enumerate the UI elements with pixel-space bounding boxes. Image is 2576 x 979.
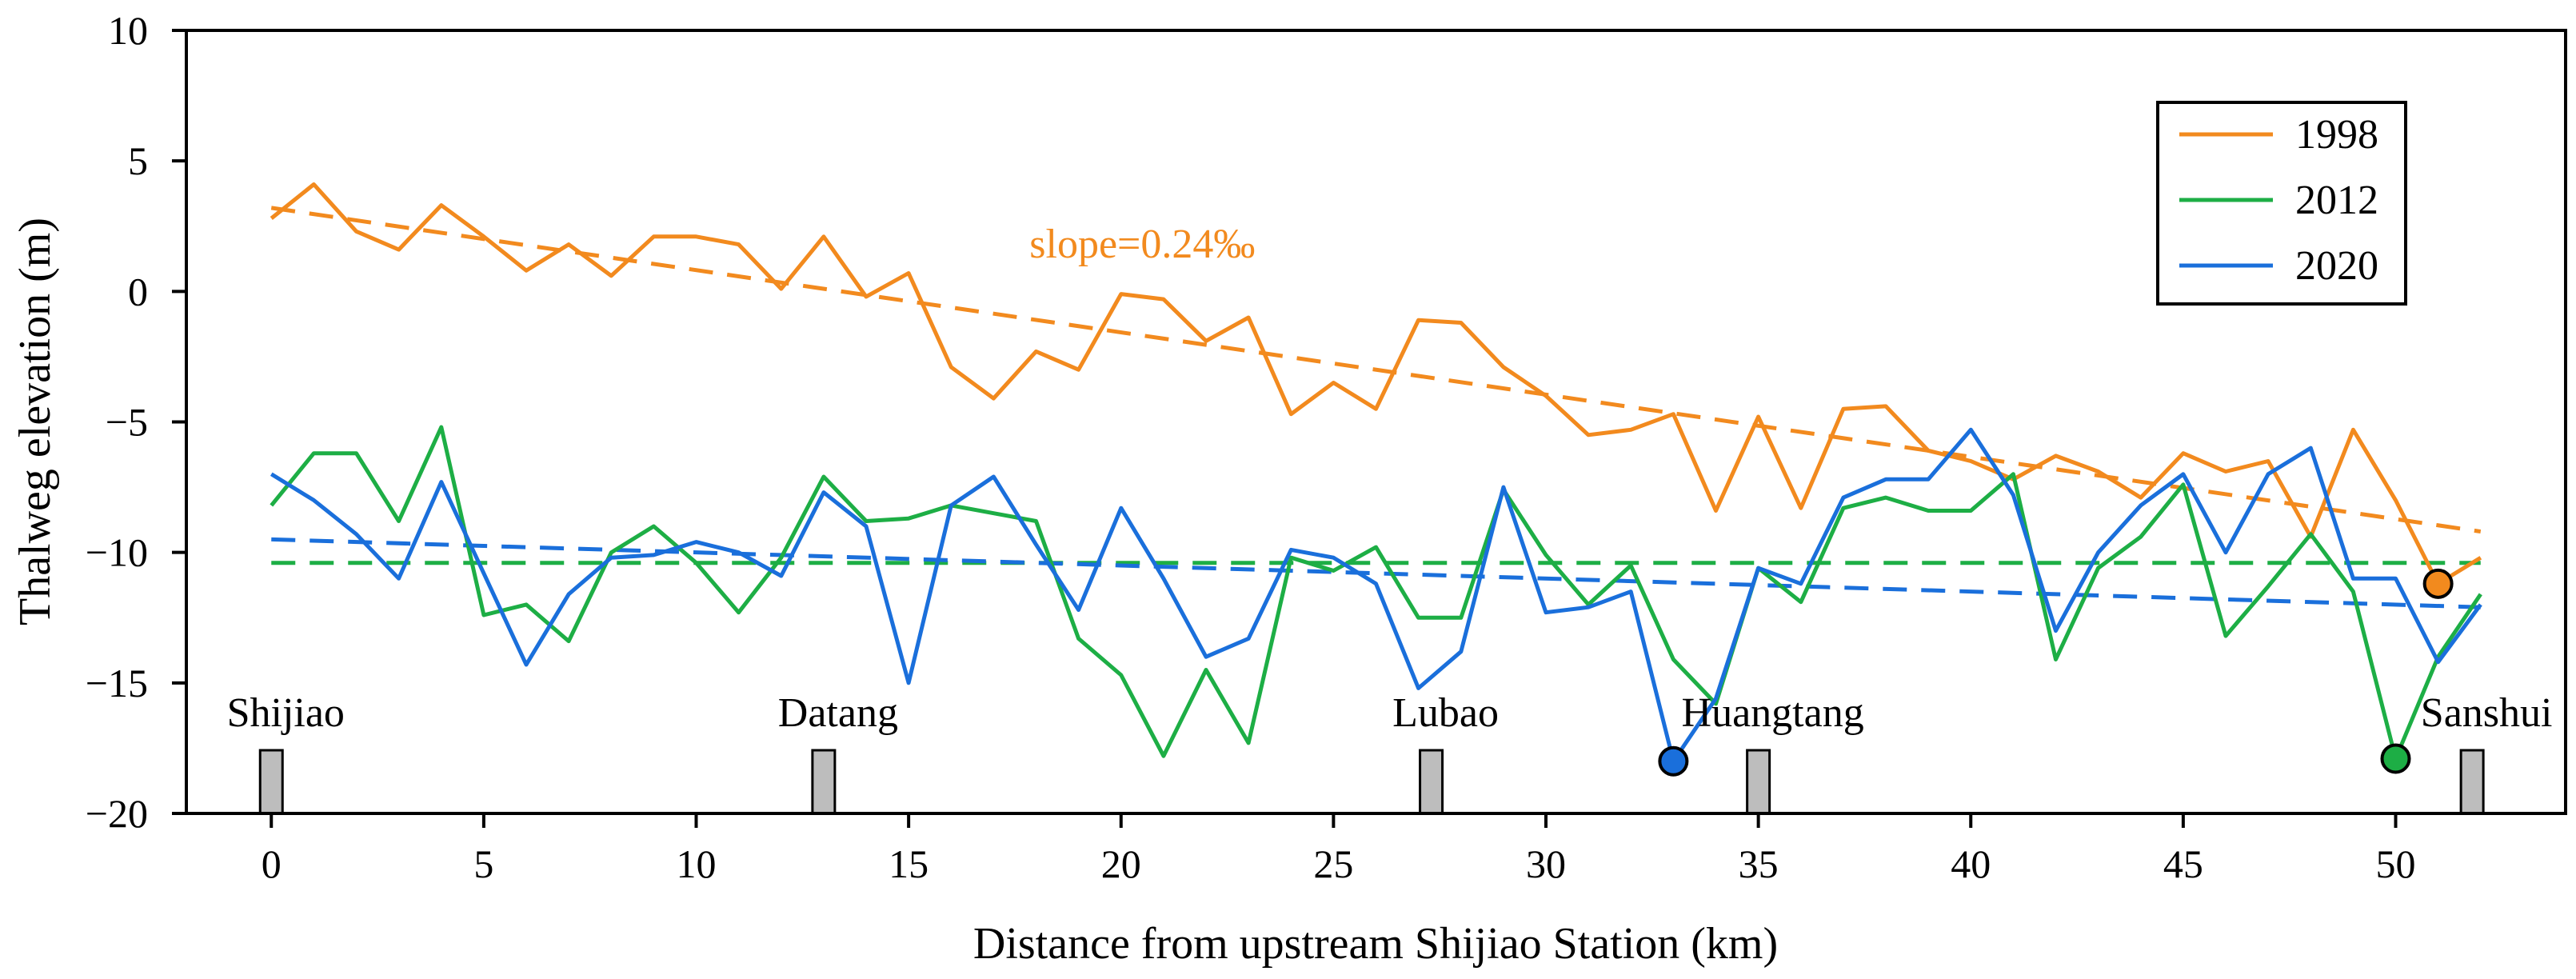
x-axis-ticks: 0 5 10 15 20 25 30 35 40 45 50 bbox=[262, 813, 2416, 886]
x-tick-label-20: 20 bbox=[1101, 841, 1141, 886]
series-line-1998 bbox=[270, 182, 2482, 586]
y-axis-title: Thalweg elevation (m) bbox=[10, 218, 60, 625]
station-marker-huangtang bbox=[1746, 749, 1771, 815]
y-tick-label-5: 5 bbox=[128, 138, 148, 183]
station-marker-shijiao bbox=[258, 749, 284, 815]
station-label-shijiao: Shijiao bbox=[227, 690, 345, 736]
legend-label-2020: 2020 bbox=[2295, 243, 2378, 289]
trendline-2020 bbox=[271, 537, 2481, 609]
legend-entries: 1998 2012 2020 bbox=[2179, 112, 2378, 289]
series-line-2012 bbox=[270, 425, 2482, 761]
legend-label-2012: 2012 bbox=[2295, 178, 2378, 223]
y-tick-label--10: −10 bbox=[86, 530, 148, 575]
y-tick-label--5: −5 bbox=[106, 400, 148, 445]
legend-label-1998: 1998 bbox=[2295, 112, 2378, 158]
station-marker-datang bbox=[811, 749, 837, 815]
y-tick-label-10: 10 bbox=[108, 8, 148, 53]
y-tick-label--15: −15 bbox=[86, 661, 148, 705]
min-marker-2012 bbox=[2380, 743, 2411, 774]
legend: 1998 2012 2020 bbox=[2156, 101, 2407, 306]
x-axis-title: Distance from upstream Shijiao Station (… bbox=[973, 919, 1778, 969]
x-tick-label-35: 35 bbox=[1739, 841, 1779, 886]
x-tick-label-45: 45 bbox=[2163, 841, 2203, 886]
x-tick-label-5: 5 bbox=[473, 841, 493, 886]
series-lines-group bbox=[270, 182, 2482, 764]
y-tick-label--20: −20 bbox=[86, 791, 148, 836]
station-markers-group: Shijiao Datang Lubao Huangtang Sanshui bbox=[227, 690, 2553, 815]
station-label-sanshui: Sanshui bbox=[2421, 690, 2553, 736]
station-label-lubao: Lubao bbox=[1392, 690, 1499, 736]
x-tick-label-50: 50 bbox=[2376, 841, 2416, 886]
trendline-1998 bbox=[270, 206, 2482, 534]
station-label-datang: Datang bbox=[778, 690, 898, 736]
min-marker-2020 bbox=[1658, 745, 1689, 777]
highlight-markers-group bbox=[1658, 568, 2454, 777]
station-label-huangtang: Huangtang bbox=[1682, 690, 1864, 736]
trendlines-group bbox=[270, 206, 2482, 609]
x-tick-label-40: 40 bbox=[1951, 841, 1991, 886]
station-marker-sanshui bbox=[2459, 749, 2485, 815]
y-axis-ticks: 10 5 0 −5 −10 −15 −20 bbox=[86, 8, 186, 836]
x-tick-label-10: 10 bbox=[677, 841, 717, 886]
slope-annotation: slope=0.24‰ bbox=[1029, 222, 1255, 267]
y-tick-label-0: 0 bbox=[128, 269, 148, 314]
x-tick-label-15: 15 bbox=[889, 841, 929, 886]
min-marker-1998 bbox=[2422, 568, 2454, 599]
x-tick-label-0: 0 bbox=[262, 841, 282, 886]
station-marker-lubao bbox=[1419, 749, 1444, 815]
series-line-2020 bbox=[270, 427, 2482, 764]
x-tick-label-25: 25 bbox=[1313, 841, 1353, 886]
x-tick-label-30: 30 bbox=[1526, 841, 1566, 886]
